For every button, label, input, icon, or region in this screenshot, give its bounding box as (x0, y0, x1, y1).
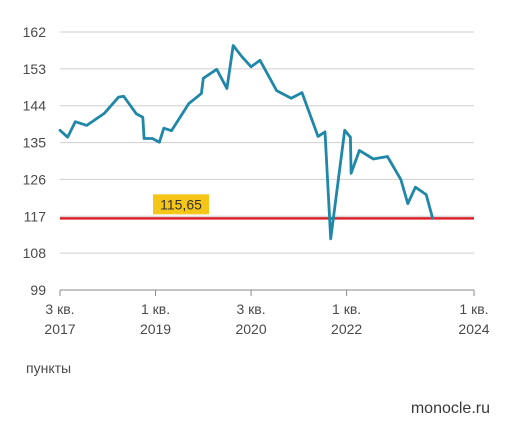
x-tick-year-label: 2017 (44, 321, 75, 337)
y-tick-label: 126 (23, 171, 47, 187)
unit-label: пункты (26, 360, 72, 376)
x-tick-label: 1 кв. (459, 301, 488, 317)
y-tick-label: 135 (23, 135, 47, 151)
reference-label: 115,65 (160, 196, 202, 212)
y-tick-label: 117 (24, 208, 47, 224)
x-tick-label: 3 кв. (45, 301, 74, 317)
y-tick-label: 99 (30, 282, 46, 298)
source-label: monocle.ru (410, 400, 490, 417)
y-tick-label: 144 (23, 98, 47, 114)
x-tick-year-label: 2024 (458, 321, 489, 337)
y-tick-label: 108 (23, 245, 47, 261)
series-group (58, 44, 434, 241)
x-tick-label: 1 кв. (141, 301, 170, 317)
y-axis-ticks: 99 108 117 126 135 144 153 162 (23, 24, 47, 298)
x-tick-year-label: 2022 (331, 321, 362, 337)
x-tick-label: 1 кв. (332, 301, 361, 317)
y-tick-label: 153 (23, 61, 47, 77)
x-axis-ticks: 3 кв. 2017 1 кв. 2019 3 кв. 2020 1 кв. 2022 1 кв… (44, 290, 490, 337)
reference-label-group: 115,65 (153, 194, 210, 215)
x-tick-label: 3 кв. (237, 301, 266, 317)
x-tick-year-label: 2020 (235, 321, 266, 337)
reference-label-box (153, 194, 210, 215)
series-line (58, 44, 434, 241)
y-tick-label: 162 (23, 24, 47, 40)
x-tick-year-label: 2019 (140, 321, 171, 337)
